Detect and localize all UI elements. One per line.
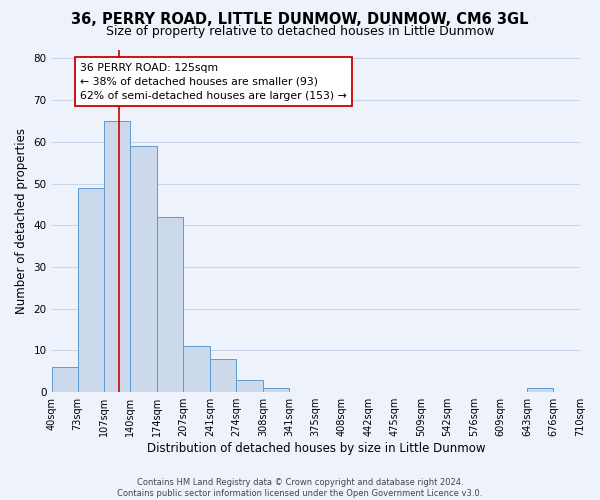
Bar [236, 380, 263, 392]
Text: Contains HM Land Registry data © Crown copyright and database right 2024.
Contai: Contains HM Land Registry data © Crown c… [118, 478, 482, 498]
Bar [210, 359, 236, 392]
Bar [77, 188, 104, 392]
Bar [130, 146, 157, 392]
Bar [104, 121, 130, 392]
Bar [157, 217, 183, 392]
Bar [527, 388, 553, 392]
Bar [263, 388, 289, 392]
Bar [52, 367, 77, 392]
X-axis label: Distribution of detached houses by size in Little Dunmow: Distribution of detached houses by size … [146, 442, 485, 455]
Text: Size of property relative to detached houses in Little Dunmow: Size of property relative to detached ho… [106, 25, 494, 38]
Text: 36 PERRY ROAD: 125sqm
← 38% of detached houses are smaller (93)
62% of semi-deta: 36 PERRY ROAD: 125sqm ← 38% of detached … [80, 62, 347, 100]
Text: 36, PERRY ROAD, LITTLE DUNMOW, DUNMOW, CM6 3GL: 36, PERRY ROAD, LITTLE DUNMOW, DUNMOW, C… [71, 12, 529, 28]
Bar [183, 346, 210, 392]
Y-axis label: Number of detached properties: Number of detached properties [15, 128, 28, 314]
